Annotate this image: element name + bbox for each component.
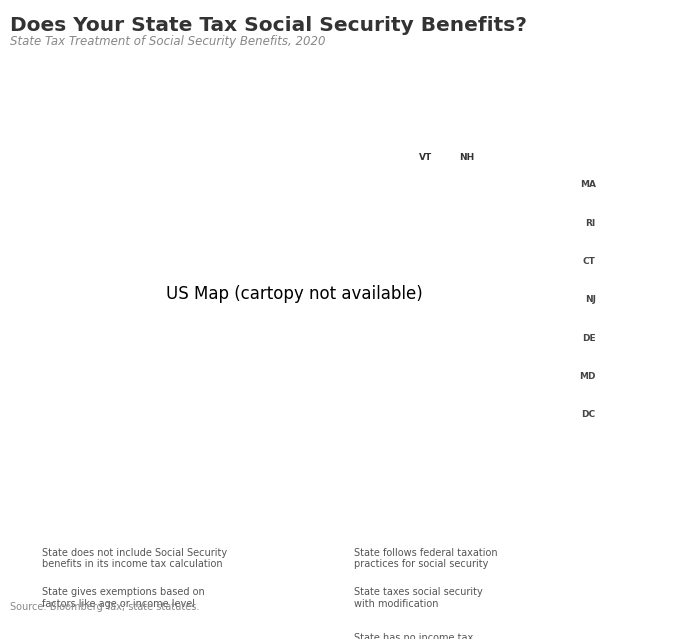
Text: State taxes social security
with modification: State taxes social security with modific… (354, 587, 482, 609)
Text: Does Your State Tax Social Security Benefits?: Does Your State Tax Social Security Bene… (10, 16, 527, 35)
Text: NH: NH (459, 153, 474, 162)
Text: US Map (cartopy not available): US Map (cartopy not available) (166, 285, 422, 303)
Text: State Tax Treatment of Social Security Benefits, 2020: State Tax Treatment of Social Security B… (10, 35, 326, 48)
Text: Source: Bloomberg Tax; state statutes.: Source: Bloomberg Tax; state statutes. (10, 602, 200, 612)
Text: VT: VT (419, 153, 433, 162)
Text: TAX FOUNDATION: TAX FOUNDATION (10, 619, 149, 633)
Text: RI: RI (585, 219, 596, 227)
Text: State does not include Social Security
benefits in its income tax calculation: State does not include Social Security b… (42, 548, 227, 569)
Text: NJ: NJ (584, 295, 596, 304)
Text: MA: MA (580, 180, 596, 189)
Text: DE: DE (582, 334, 596, 343)
Text: DC: DC (582, 410, 596, 419)
Text: State follows federal taxation
practices for social security: State follows federal taxation practices… (354, 548, 497, 569)
Text: State gives exemptions based on
factors like age or income level: State gives exemptions based on factors … (42, 587, 204, 609)
Text: MD: MD (579, 372, 596, 381)
Text: CT: CT (583, 257, 596, 266)
Text: State has no income tax: State has no income tax (354, 633, 472, 639)
Text: @TaxFoundation: @TaxFoundation (587, 619, 690, 632)
